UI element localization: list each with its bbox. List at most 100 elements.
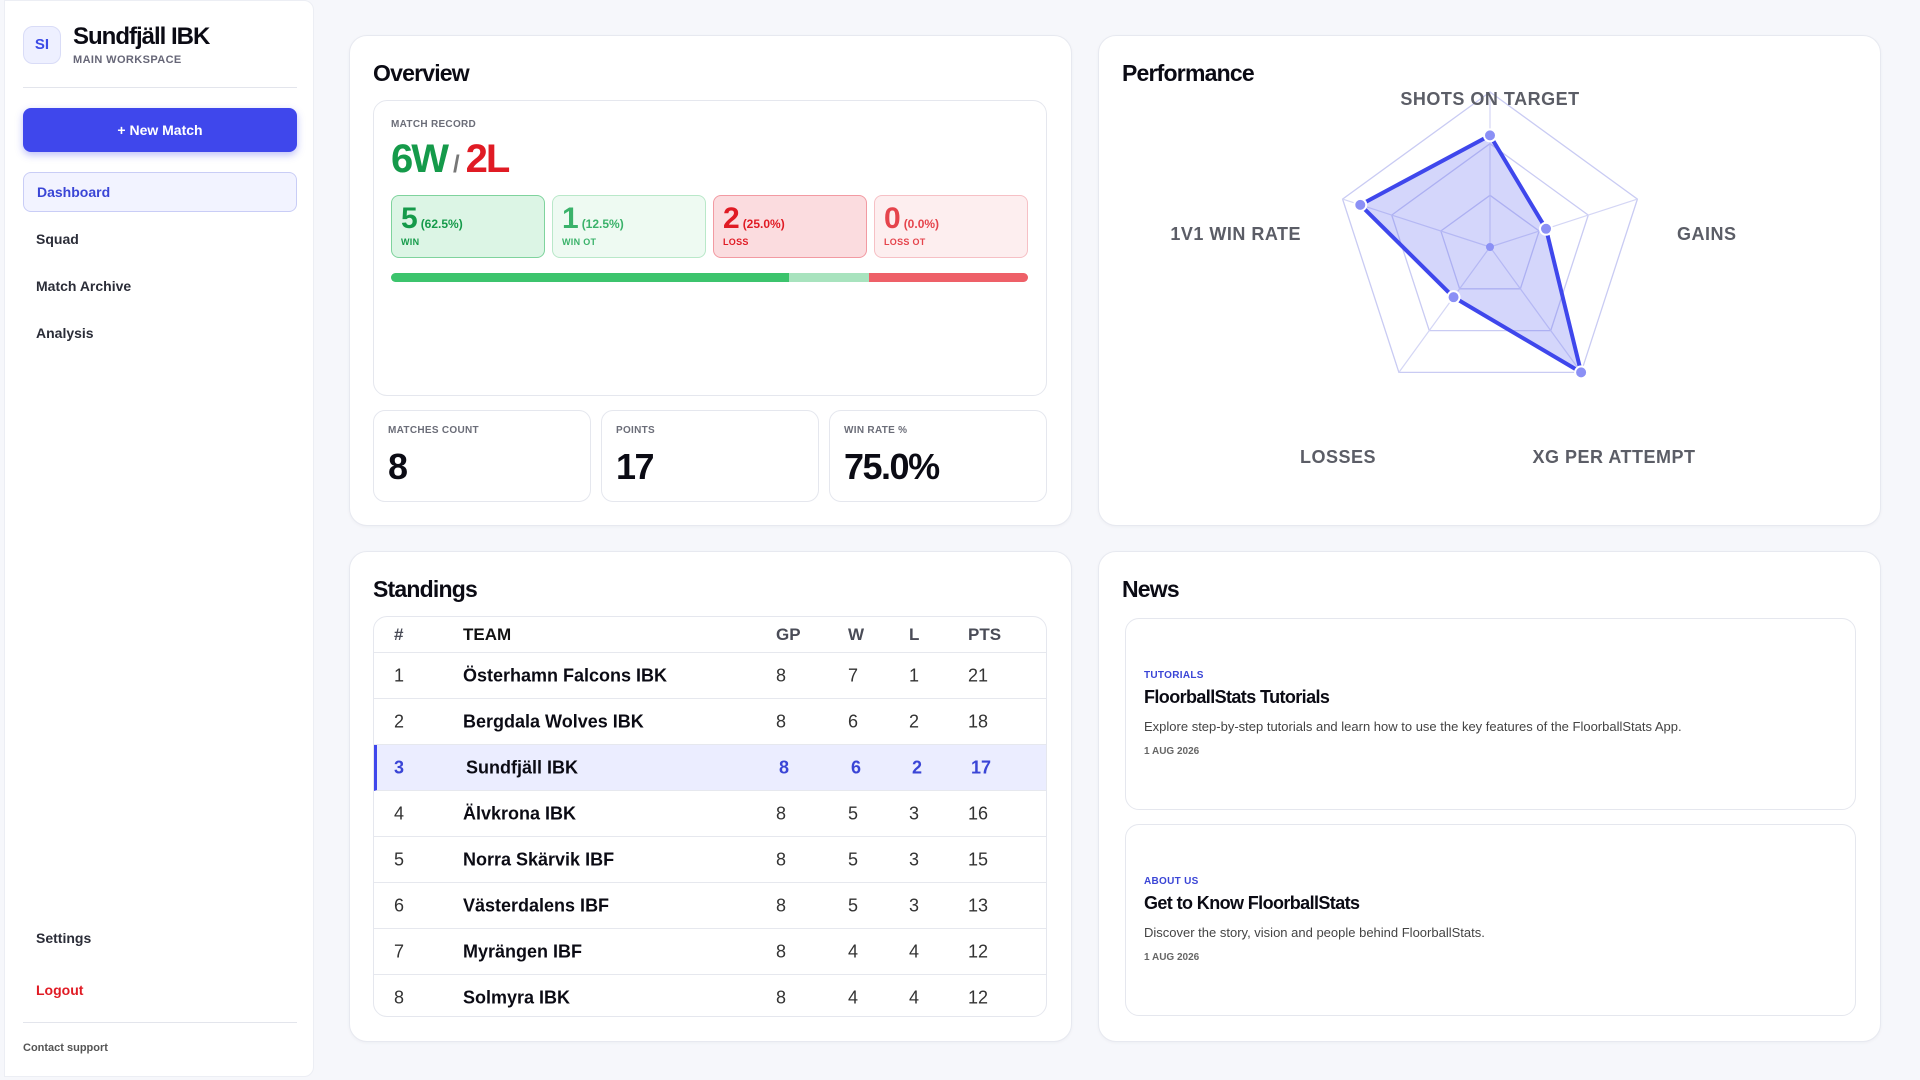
row-gp: 8	[776, 711, 787, 731]
radar-axis-line	[1342, 198, 1491, 248]
row-l: 1	[909, 665, 920, 685]
radar-point	[1574, 365, 1589, 380]
brand-name: Sundfjäll IBK	[73, 23, 210, 50]
row-team: Sundfjäll IBK	[466, 757, 578, 777]
row-l: 3	[909, 803, 920, 823]
stat-loss-ot: 0 (0.0%) LOSS OT	[874, 195, 1028, 258]
row-w: 6	[848, 711, 859, 731]
news-headline: Get to Know FloorballStats	[1144, 893, 1360, 913]
stat-loss-label: LOSS	[723, 237, 749, 247]
row-w: 4	[848, 987, 859, 1008]
row-team: Västerdalens IBF	[463, 895, 610, 915]
match-record-value: 6W/2L	[391, 137, 511, 182]
brand[interactable]: SI Sundfjäll IBK MAIN WORKSPACE	[23, 23, 210, 66]
divider	[23, 1022, 297, 1023]
radar-point	[1353, 197, 1368, 212]
matches-count-tile: MATCHES COUNT 8	[373, 410, 591, 502]
row-w: 5	[848, 895, 859, 915]
bar-segment-win	[391, 273, 790, 282]
row-pts: 13	[968, 895, 989, 915]
row-team: Österhamn Falcons IBK	[463, 665, 668, 685]
standings-row[interactable]: 8 Solmyra IBK 8 4 4 12	[374, 975, 1046, 1016]
news-headline: FloorballStats Tutorials	[1144, 687, 1330, 707]
stat-loss-ot-count: 0	[884, 202, 901, 235]
match-record-label: MATCH RECORD	[391, 119, 477, 130]
nav-settings[interactable]: Settings	[36, 930, 92, 946]
nav-squad[interactable]: Squad	[36, 231, 79, 247]
radar-grid-ring	[1341, 91, 1639, 374]
matches-count-label: MATCHES COUNT	[388, 425, 479, 436]
standings-row[interactable]: 3 Sundfjäll IBK 8 6 2 17	[374, 745, 1046, 791]
standings-row[interactable]: 2 Bergdala Wolves IBK 8 6 2 18	[374, 699, 1046, 745]
radar-center-dot	[1486, 243, 1494, 251]
new-match-button[interactable]: + New Match	[23, 108, 297, 152]
radar-axis-label: LOSSES	[1300, 447, 1376, 467]
nav-dashboard[interactable]: Dashboard	[23, 172, 297, 212]
header-gp: GP	[776, 624, 801, 644]
standings-row[interactable]: 5 Norra Skärvik IBF 8 5 3 15	[374, 837, 1046, 883]
news-date: 1 AUG 2026	[1144, 746, 1200, 757]
row-l: 2	[912, 757, 923, 777]
row-pts: 15	[968, 849, 989, 869]
record-losses: 2L	[465, 137, 511, 181]
row-w: 7	[848, 665, 859, 685]
row-team: Norra Skärvik IBF	[463, 849, 615, 869]
row-rank: 2	[394, 711, 405, 731]
matches-count-value: 8	[388, 446, 408, 487]
win-rate-value: 75.0%	[844, 446, 940, 487]
row-l: 4	[909, 941, 920, 961]
news-item-about-us[interactable]: ABOUT US Get to Know FloorballStats Disc…	[1125, 824, 1856, 1016]
team-logo: SI	[23, 25, 61, 64]
row-team: Myrängen IBF	[463, 941, 583, 961]
standings-card: Standings # TEAM GP W L PTS 1 Österhamn F…	[349, 551, 1072, 1042]
radar-axis-line	[1489, 246, 1582, 373]
standings-row[interactable]: 6 Västerdalens IBF 8 5 3 13	[374, 883, 1046, 929]
news-title: News	[1122, 576, 1180, 602]
row-gp: 8	[779, 757, 790, 777]
standings-table: # TEAM GP W L PTS 1 Österhamn Falcons IBK…	[373, 616, 1047, 1017]
radar-grid-ring	[1390, 142, 1590, 332]
radar-axis-label: SHOTS ON TARGET	[1400, 89, 1579, 109]
row-gp: 8	[776, 895, 787, 915]
news-item-tutorials[interactable]: TUTORIALS FloorballStats Tutorials Explo…	[1125, 618, 1856, 810]
radar-point	[1539, 221, 1554, 236]
stat-win-ot: 1 (12.5%) WIN OT	[552, 195, 706, 258]
radar-grid-ring	[1440, 194, 1540, 290]
row-gp: 8	[776, 803, 787, 823]
row-rank: 1	[394, 665, 405, 685]
row-pts: 12	[968, 941, 989, 961]
row-rank: 7	[394, 941, 405, 961]
row-team: Solmyra IBK	[463, 987, 571, 1008]
stat-loss-count: 2	[723, 202, 740, 235]
standings-row[interactable]: 1 Österhamn Falcons IBK 8 7 1 21	[374, 653, 1046, 699]
points-value: 17	[616, 446, 655, 487]
nav-analysis[interactable]: Analysis	[36, 325, 94, 341]
standings-row[interactable]: 4 Älvkrona IBK 8 5 3 16	[374, 791, 1046, 837]
radar-axis-label: GAINS	[1677, 224, 1737, 244]
radar-axis-label: XG PER ATTEMPT	[1532, 447, 1695, 467]
stat-win: 5 (62.5%) WIN	[391, 195, 545, 258]
header-l: L	[909, 624, 920, 644]
row-gp: 8	[776, 987, 787, 1008]
performance-radar-chart: SHOTS ON TARGET GAINS XG PER ATTEMPT LOSSES…	[1170, 89, 1737, 467]
radar-axis-line	[1489, 198, 1638, 248]
row-w: 4	[848, 941, 859, 961]
nav-match-archive[interactable]: Match Archive	[36, 278, 132, 294]
standings-row[interactable]: 7 Myrängen IBF 8 4 4 12	[374, 929, 1046, 975]
divider	[23, 87, 297, 88]
row-rank: 8	[394, 987, 405, 1008]
row-l: 2	[909, 711, 920, 731]
row-pts: 17	[971, 757, 992, 777]
logout-button[interactable]: Logout	[36, 982, 84, 998]
row-pts: 18	[968, 711, 989, 731]
row-gp: 8	[776, 665, 787, 685]
header-w: W	[848, 624, 865, 644]
stat-win-ot-pct: (12.5%)	[581, 217, 624, 231]
record-distribution-bar	[391, 273, 1028, 282]
row-pts: 12	[968, 987, 989, 1008]
contact-support-link[interactable]: Contact support	[23, 1042, 108, 1054]
row-pts: 16	[968, 803, 989, 823]
row-pts: 21	[968, 665, 989, 685]
header-pts: PTS	[968, 624, 1002, 644]
radar-series-area	[1358, 133, 1584, 375]
